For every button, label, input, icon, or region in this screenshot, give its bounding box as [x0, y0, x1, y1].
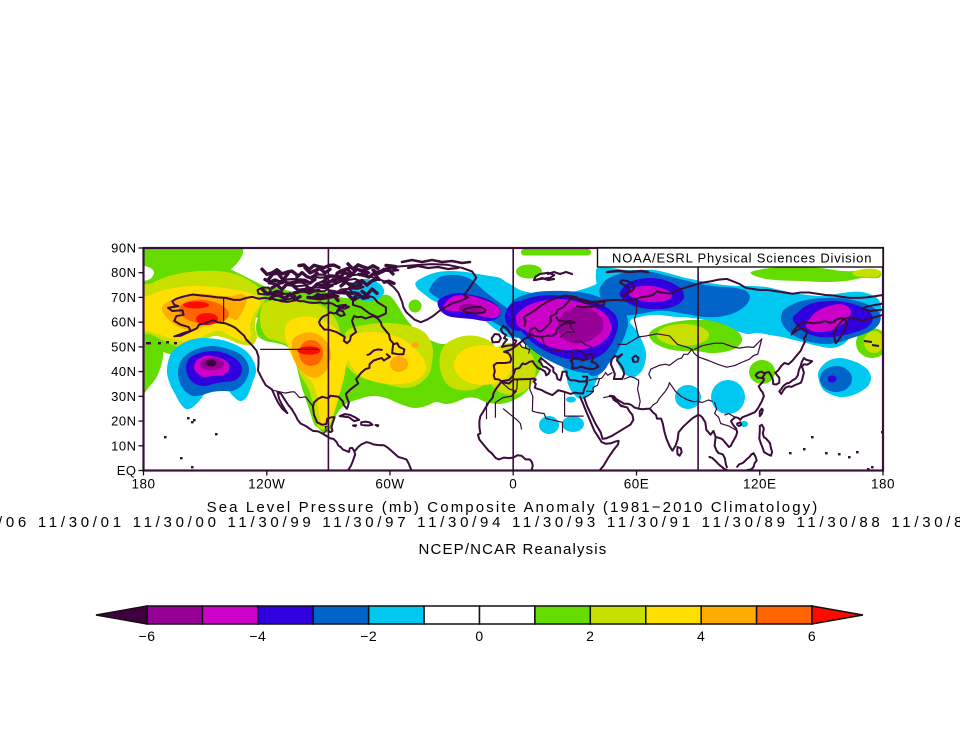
svg-text:NOAA/ESRL Physical Sciences Di: NOAA/ESRL Physical Sciences Division	[612, 251, 872, 266]
svg-text:180: 180	[131, 477, 155, 492]
svg-text:10N: 10N	[111, 438, 136, 453]
svg-text:6: 6	[808, 628, 816, 644]
svg-text:120E: 120E	[743, 477, 777, 492]
svg-text:20N: 20N	[111, 414, 136, 429]
svg-text:0: 0	[475, 628, 483, 644]
svg-text:−4: −4	[249, 628, 266, 644]
svg-text:11/30/06 11/30/01 11/30/00 11/: 11/30/06 11/30/01 11/30/00 11/30/99 11/3…	[0, 514, 960, 531]
svg-text:60E: 60E	[624, 477, 650, 492]
svg-text:30N: 30N	[111, 389, 136, 404]
svg-text:−2: −2	[360, 628, 377, 644]
svg-text:120W: 120W	[248, 477, 285, 492]
svg-text:4: 4	[697, 628, 705, 644]
svg-text:80N: 80N	[111, 265, 136, 280]
svg-text:90N: 90N	[111, 241, 136, 256]
svg-text:NCEP/NCAR Reanalysis: NCEP/NCAR Reanalysis	[419, 541, 608, 558]
svg-text:60N: 60N	[111, 315, 136, 330]
svg-text:40N: 40N	[111, 364, 136, 379]
svg-text:50N: 50N	[111, 339, 136, 354]
svg-text:60W: 60W	[375, 477, 404, 492]
svg-text:EQ: EQ	[117, 463, 137, 478]
svg-text:70N: 70N	[111, 290, 136, 305]
svg-text:0: 0	[509, 477, 517, 492]
svg-text:Sea Level Pressure (mb) Compos: Sea Level Pressure (mb) Composite Anomal…	[207, 499, 820, 516]
svg-text:180: 180	[871, 477, 895, 492]
svg-text:2: 2	[586, 628, 594, 644]
svg-text:−6: −6	[139, 628, 156, 644]
